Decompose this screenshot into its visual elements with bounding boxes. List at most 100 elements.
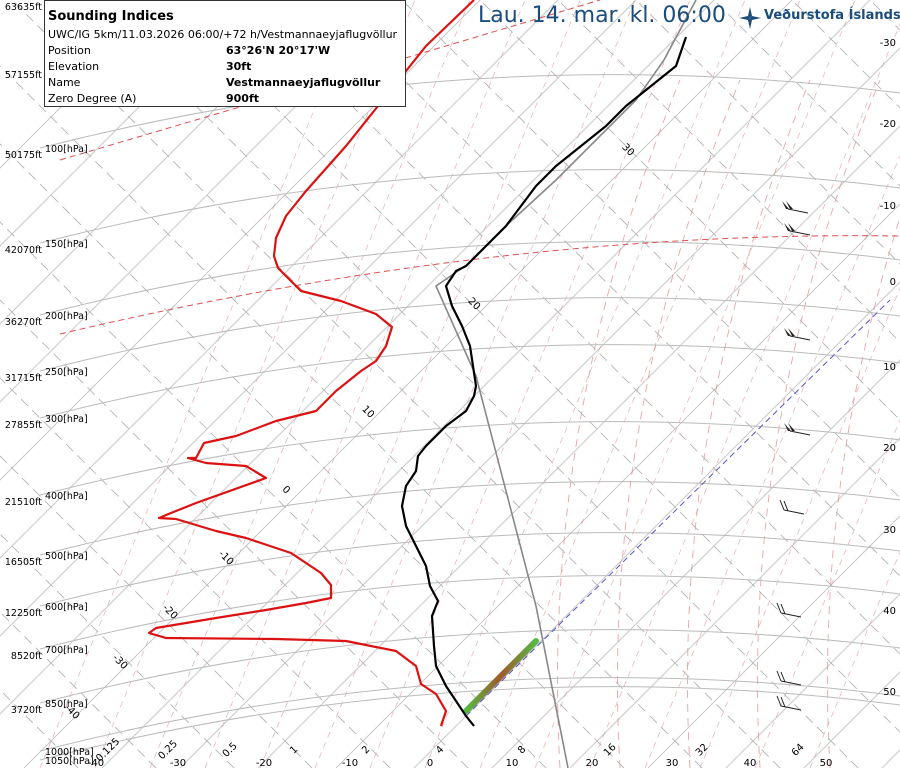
dry-adiabat-line xyxy=(869,0,900,31)
right-axis-label: -20 xyxy=(880,119,896,130)
pressure-label: 250[hPa] xyxy=(45,367,88,378)
barb-feather xyxy=(780,671,786,683)
barb-staff xyxy=(783,509,805,515)
isotherm-line xyxy=(569,437,900,768)
logo-text: Veðurstofa Íslands xyxy=(764,8,900,23)
barb-feather xyxy=(776,670,782,682)
dry-adiabat-line xyxy=(0,533,235,768)
mixing-ratio-line xyxy=(39,0,361,768)
mixing-ratio-line xyxy=(259,0,581,768)
dry-adiabat-line xyxy=(245,0,900,655)
isotherm-label: 20 xyxy=(465,296,482,313)
dry-adiabat-line xyxy=(401,0,900,499)
mixing-ratio-label: 0.125 xyxy=(94,736,122,764)
vedurstofa-logo: Veðurstofa Íslands xyxy=(738,4,900,30)
pressure-label: 400[hPa] xyxy=(45,491,88,502)
temperature-tick-label: 20 xyxy=(586,758,599,768)
mixing-ratio-line xyxy=(149,0,471,768)
wind-barb xyxy=(784,223,811,236)
pressure-label: 500[hPa] xyxy=(45,551,88,562)
barb-pennant xyxy=(784,328,791,336)
barb-pennant xyxy=(782,201,789,209)
pressure-line xyxy=(39,344,900,419)
isotherm-line xyxy=(257,125,900,768)
altitude-label: 63635ft xyxy=(5,2,42,13)
reference-line xyxy=(59,235,900,335)
dry-adiabat-line xyxy=(791,0,900,109)
barb-pennant xyxy=(784,423,791,431)
pressure-label: 1000[hPa] xyxy=(45,747,94,758)
freezing-level-line xyxy=(59,0,900,717)
isotherm-label: 30 xyxy=(619,142,636,159)
barb-pennant xyxy=(788,223,795,231)
moist-adiabat-line xyxy=(557,79,681,768)
altitude-label: 57155ft xyxy=(5,70,42,81)
altitude-label: 27855ft xyxy=(5,420,42,431)
dry-adiabat-line xyxy=(0,611,157,768)
barb-staff xyxy=(787,208,809,214)
pressure-line xyxy=(39,686,900,761)
info-label: Name xyxy=(48,76,81,89)
isotherm-line xyxy=(335,203,900,768)
right-axis-label: 10 xyxy=(883,362,896,373)
info-value: Vestmannaeyjaflugvöllur xyxy=(226,76,381,89)
isotherm-line xyxy=(0,0,559,559)
mixing-ratio-line xyxy=(809,550,900,768)
mixing-ratio-label: 8 xyxy=(516,744,528,756)
reference-line xyxy=(59,0,601,161)
right-axis-label: -30 xyxy=(880,38,896,49)
temperature-tick-label: 0 xyxy=(427,758,433,768)
temperature-tick-label: 40 xyxy=(744,758,757,768)
right-axis-label: -10 xyxy=(880,201,896,212)
pressure-line xyxy=(39,677,900,752)
barb-feather xyxy=(776,602,782,614)
pressure-label: 300[hPa] xyxy=(45,414,88,425)
dry-adiabat-line xyxy=(0,377,391,768)
temperature-line xyxy=(400,36,688,727)
isotherm-line xyxy=(725,593,900,768)
pressure-line xyxy=(39,74,900,149)
altitude-label: 16505ft xyxy=(5,557,42,568)
isotherm-line xyxy=(881,749,900,768)
barb-staff xyxy=(789,430,811,436)
wind-barb xyxy=(776,695,802,711)
temperature-tick-label: -10 xyxy=(342,758,358,768)
pressure-line xyxy=(39,481,900,556)
altitude-label: 50175ft xyxy=(5,150,42,161)
dry-adiabat-line xyxy=(89,0,859,768)
isotherm-line xyxy=(0,0,247,247)
freezing-level-line xyxy=(465,299,891,717)
mixing-ratio-line xyxy=(94,0,416,768)
info-model-run: UWC/IG 5km/11.03.2026 06:00/+72 h/Vestma… xyxy=(48,28,398,41)
altitude-label: 31715ft xyxy=(5,373,42,384)
info-title: Sounding Indices xyxy=(48,9,174,24)
barb-staff xyxy=(789,335,811,341)
temperature-tick-label: 50 xyxy=(820,758,833,768)
dry-adiabat-line xyxy=(557,0,900,343)
dry-adiabat-line xyxy=(713,0,900,187)
info-value: 900ft xyxy=(226,92,260,105)
wind-barb xyxy=(776,670,802,686)
info-label: Zero Degree (A) xyxy=(48,92,137,105)
pressure-label: 700[hPa] xyxy=(45,645,88,656)
altitude-label: 42070ft xyxy=(5,245,42,256)
barb-feather xyxy=(780,696,786,708)
moist-adiabat-line xyxy=(687,79,811,768)
altitude-label: 3720ft xyxy=(11,705,42,716)
dry-adiabat-line xyxy=(0,221,547,768)
dry-adiabat-line xyxy=(0,143,625,768)
altitude-label: 8520ft xyxy=(11,651,42,662)
isotherm-line xyxy=(0,0,403,403)
altitude-label: 36270ft xyxy=(5,317,42,328)
mixing-ratio-label: 4 xyxy=(434,744,446,756)
pressure-label: 600[hPa] xyxy=(45,602,88,613)
mixing-ratio-label: 0.5 xyxy=(221,741,240,760)
axis-labels: 100[hPa]50175ft 150[hPa]42070ft 200[hPa]36… xyxy=(5,2,896,768)
barb-pennant xyxy=(786,201,793,209)
temperature-tick-label: 10 xyxy=(506,758,519,768)
barb-pennant xyxy=(788,423,795,431)
dry-adiabat-line xyxy=(0,65,703,768)
right-axis-label: 0 xyxy=(890,277,896,288)
valid-time-title: Lau. 14. mar. kl. 06:00 xyxy=(478,3,726,28)
